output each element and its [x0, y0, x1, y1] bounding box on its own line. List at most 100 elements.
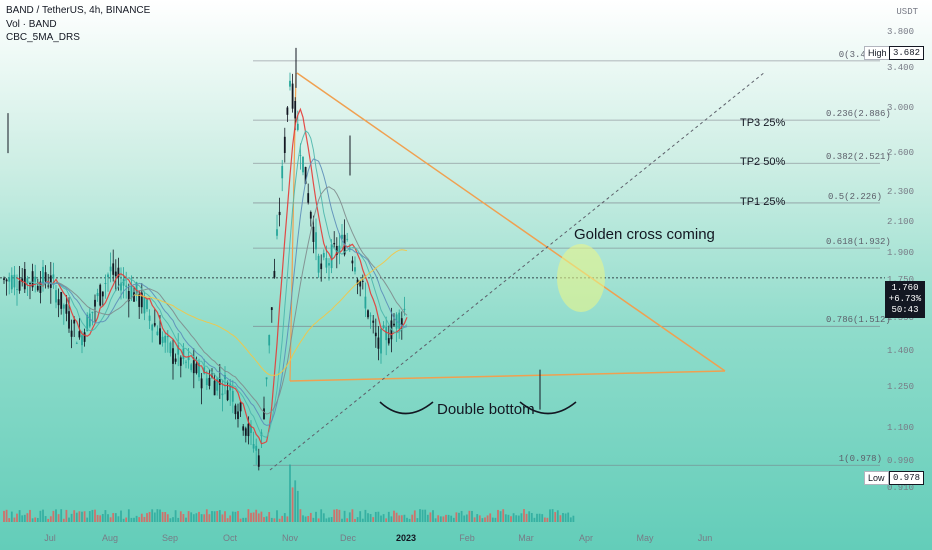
- volume-bar: [393, 510, 395, 522]
- volume-bar: [42, 509, 44, 522]
- candle-body: [172, 348, 174, 364]
- volume-bar: [26, 513, 29, 522]
- moving-average-line: [55, 186, 408, 415]
- volume-bar: [406, 517, 408, 522]
- x-tick-label: Aug: [101, 533, 119, 543]
- volume-bar: [44, 516, 47, 522]
- candle-body: [328, 263, 330, 266]
- candle-body: [377, 337, 380, 349]
- volume-bar: [338, 509, 341, 522]
- volume-bar: [112, 513, 115, 522]
- candle-body: [273, 270, 276, 278]
- candle-body: [8, 277, 11, 282]
- volume-bar: [203, 514, 206, 522]
- current-price: 1.760: [891, 283, 919, 293]
- volume-bar: [413, 510, 416, 522]
- candle-body: [18, 280, 21, 291]
- volume-bar: [117, 516, 120, 522]
- volume-bar: [75, 512, 78, 522]
- candle-body: [203, 367, 206, 374]
- volume-bar: [390, 516, 393, 522]
- volume-bar: [174, 510, 177, 522]
- volume-bar: [229, 515, 232, 522]
- candle-body: [36, 285, 39, 291]
- candle-body: [146, 299, 148, 310]
- volume-bar: [270, 517, 273, 522]
- candle-body: [140, 292, 143, 308]
- fib-label: 0.5(2.226): [827, 191, 882, 202]
- candle-body: [187, 356, 190, 361]
- candle-body: [398, 312, 401, 329]
- candle-body: [133, 292, 135, 302]
- candle-body: [39, 281, 42, 293]
- candle-body: [13, 274, 16, 288]
- candle-body: [400, 318, 403, 326]
- volume-bar: [468, 510, 471, 522]
- candle-body: [29, 283, 31, 284]
- candle-body: [341, 234, 343, 239]
- volume-bar: [398, 515, 401, 522]
- volume-bar: [528, 511, 531, 522]
- volume-bar: [411, 514, 414, 522]
- volume-bar: [250, 512, 252, 522]
- volume-bar: [476, 514, 479, 522]
- volume-bar: [567, 512, 570, 522]
- candle-body: [151, 324, 154, 331]
- candle-body: [237, 411, 239, 419]
- volume-bar: [458, 512, 460, 522]
- volume-bar: [408, 518, 411, 522]
- x-tick-label: Jun: [697, 533, 713, 543]
- volume-bar: [29, 509, 31, 522]
- candle-body: [312, 226, 315, 242]
- candle-body: [218, 378, 221, 385]
- volume-bar: [104, 510, 107, 522]
- golden-cross-highlight: [557, 244, 605, 312]
- candle-body: [192, 360, 195, 374]
- volume-bar: [83, 511, 86, 522]
- candle-body: [361, 280, 364, 282]
- volume-bar: [49, 516, 52, 522]
- volume-bar: [18, 510, 21, 522]
- candle-body: [117, 267, 120, 278]
- volume-bar: [494, 517, 497, 522]
- volume-bar: [252, 512, 255, 522]
- volume-bar: [382, 514, 385, 522]
- candle-body: [229, 383, 232, 391]
- candle-body: [130, 285, 133, 299]
- chart-annotations: [379, 244, 605, 415]
- candle-body: [127, 291, 130, 302]
- candle-body: [174, 358, 177, 362]
- volume-bar: [244, 517, 247, 522]
- golden-cross-annotation: Golden cross coming: [574, 226, 715, 243]
- volume-bar: [559, 515, 562, 522]
- volume-bar: [294, 480, 297, 522]
- candle-body: [317, 255, 320, 273]
- volume-bar: [68, 517, 70, 522]
- volume-bar: [159, 509, 161, 522]
- high-label: High: [864, 46, 891, 60]
- volume-bar: [255, 509, 258, 522]
- candle-body: [70, 330, 73, 337]
- candle-body: [403, 308, 406, 311]
- volume-bar: [143, 516, 146, 522]
- volume-bar: [55, 509, 57, 522]
- volume-bar: [99, 515, 102, 522]
- volume-bar: [239, 518, 242, 522]
- candle-body: [200, 378, 203, 389]
- candle-body: [107, 274, 109, 278]
- volume-bar: [471, 510, 473, 522]
- volume-bar: [177, 517, 180, 522]
- volume-bar: [140, 513, 143, 522]
- volume-bar: [523, 509, 525, 522]
- candle-body: [281, 165, 284, 179]
- volume-bar: [299, 509, 302, 522]
- legend-indicator: CBC_5MA_DRS: [6, 32, 80, 43]
- y-tick-label: 2.600: [886, 148, 914, 159]
- price-change: +6.73%: [888, 294, 922, 304]
- volume-bar: [429, 512, 432, 522]
- volume-bar: [432, 510, 434, 522]
- candle-body: [138, 294, 141, 307]
- volume-bar: [39, 510, 42, 522]
- volume-bar: [65, 509, 68, 522]
